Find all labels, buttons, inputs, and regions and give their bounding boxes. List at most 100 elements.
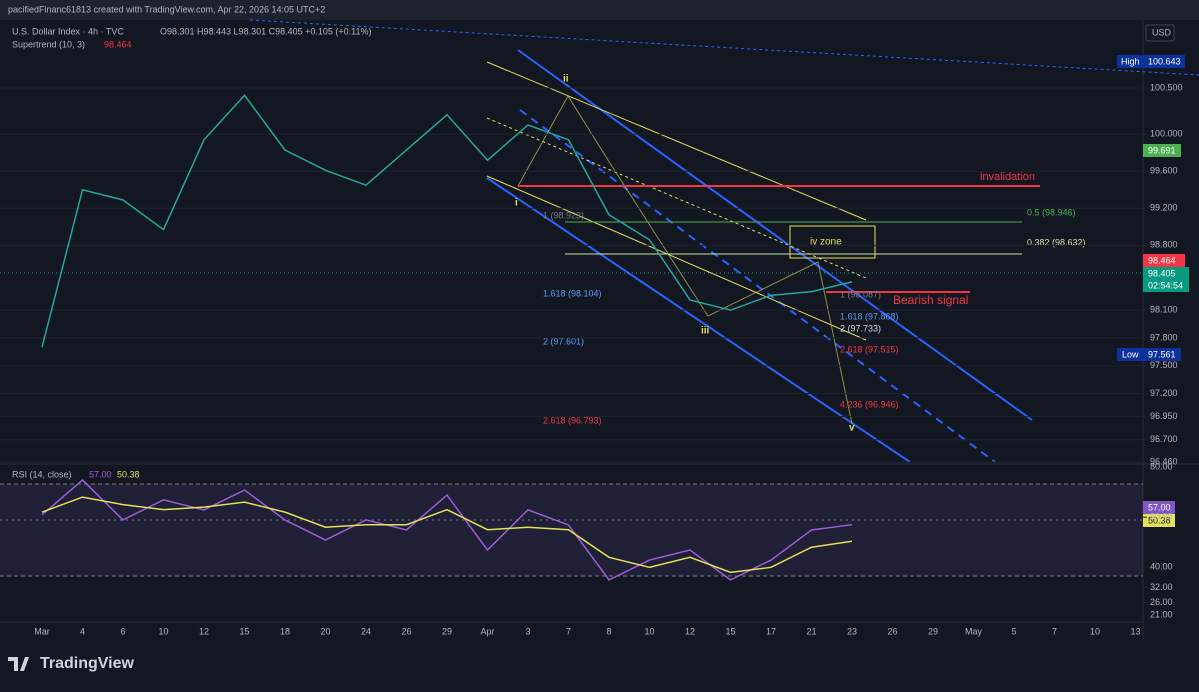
y-tick-label: 100.500 (1150, 82, 1183, 92)
high-tag (1117, 55, 1143, 68)
x-tick-label: 6 (120, 626, 125, 636)
channel-top (517, 49, 1033, 421)
rsi-title: RSI (14, close) (12, 469, 72, 479)
mid-value: 99.691 (1148, 145, 1176, 155)
last-value: 98.405 (1148, 268, 1176, 278)
wave-label: v (849, 423, 855, 434)
x-tick-label: 10 (1090, 626, 1100, 636)
wedge-mid (486, 117, 867, 279)
y-tick-label: 26.00 (1150, 597, 1173, 607)
fib-label: 1.618 (98.104) (543, 288, 602, 298)
mid-tag (1143, 144, 1181, 157)
x-tick-label: 10 (158, 626, 168, 636)
high-tag (1143, 55, 1185, 68)
x-tick-label: 21 (806, 626, 816, 636)
annotation: iv zone (810, 237, 842, 248)
x-tick-label: Mar (34, 626, 50, 636)
wave-label: i (515, 198, 518, 209)
trend-line (249, 19, 1199, 76)
x-tick-label: 12 (685, 626, 695, 636)
y-tick-label: 80.00 (1150, 461, 1173, 471)
x-tick-label: 26 (887, 626, 897, 636)
channel-mid (519, 109, 996, 463)
y-tick-label: 21.00 (1150, 609, 1173, 619)
fib-label: 0.5 (98.946) (1027, 207, 1076, 217)
iv-zone-box (789, 225, 876, 259)
x-tick-label: 15 (239, 626, 249, 636)
x-tick-label: 7 (566, 626, 571, 636)
fib-label: 1 (98.923) (543, 210, 584, 220)
supertrend-tag (1143, 254, 1185, 267)
x-tick-label: 5 (1011, 626, 1016, 636)
logo-icon (8, 657, 29, 671)
y-tick-label: 99.200 (1150, 203, 1178, 213)
y-tick-label: 96.460 (1150, 456, 1178, 466)
x-tick-label: 20 (320, 626, 330, 636)
fib-label: 2.618 (96.793) (543, 415, 602, 425)
fib-label: 4.236 (96.946) (840, 399, 899, 409)
countdown: 02:54:54 (1148, 280, 1183, 290)
y-tick-label: 60.00 (1150, 512, 1173, 522)
x-tick-label: 8 (606, 626, 611, 636)
rsi-ma-tag-value: 50.38 (1148, 515, 1171, 525)
fib-label: 0.382 (98.632) (1027, 237, 1086, 247)
y-tick-label: 97.800 (1150, 332, 1178, 342)
x-tick-label: 15 (725, 626, 735, 636)
series-line (41, 479, 853, 581)
rsi-value: 57.00 (89, 469, 112, 479)
x-tick-label: May (965, 626, 983, 636)
x-tick-label: 4 (80, 626, 85, 636)
rsi-tag (1143, 501, 1175, 514)
x-tick-label: 13 (1130, 626, 1140, 636)
supertrend-value: 98.464 (1148, 255, 1176, 265)
currency: USD (1152, 27, 1172, 37)
high-label: High (1121, 56, 1140, 66)
x-tick-label: 10 (644, 626, 654, 636)
currency-box (1145, 24, 1175, 42)
rsi-tag-value: 57.00 (1148, 502, 1171, 512)
y-tick-label: 32.00 (1150, 582, 1173, 592)
x-tick-label: 7 (1052, 626, 1057, 636)
x-tick-label: 24 (361, 626, 371, 636)
series-line (41, 496, 853, 574)
x-tick-label: Apr (480, 626, 494, 636)
y-tick-label: 98.100 (1150, 305, 1178, 315)
ohlc: O98.301 H98.443 L98.301 C98.405 +0.105 (… (160, 26, 372, 36)
symbol: U.S. Dollar Index · 4h · TVC (12, 26, 124, 36)
y-tick-label: 99.600 (1150, 166, 1178, 176)
y-tick-label: 96.700 (1150, 434, 1178, 444)
credit: pacifiedFinanc61813 created with Trading… (8, 4, 325, 14)
channel-bottom (486, 177, 911, 463)
low-value: 97.561 (1148, 349, 1176, 359)
low-tag (1143, 348, 1181, 361)
y-tick-label: 98.800 (1150, 240, 1178, 250)
low-tag (1117, 348, 1143, 361)
x-tick-label: 18 (280, 626, 290, 636)
rsi-ma-value: 50.38 (117, 469, 140, 479)
x-tick-label: 23 (847, 626, 857, 636)
header-bar (0, 0, 1199, 20)
x-tick-label: 3 (525, 626, 530, 636)
fib-label: 2 (97.601) (543, 336, 584, 346)
annotation: invalidation (980, 171, 1035, 183)
fib-label: 1.618 (97.868) (840, 311, 899, 321)
wave-label: iii (701, 326, 710, 337)
y-tick-label: 97.500 (1150, 360, 1178, 370)
indicator: Supertrend (10, 3) (12, 39, 85, 49)
wedge-bottom (486, 175, 867, 341)
x-tick-label: 17 (766, 626, 776, 636)
wave-label: ii (563, 74, 569, 85)
x-tick-label: 29 (928, 626, 938, 636)
y-tick-label: 100.000 (1150, 129, 1183, 139)
x-tick-label: 29 (442, 626, 452, 636)
series-line (41, 94, 853, 348)
y-tick-label: 97.200 (1150, 388, 1178, 398)
annotation: Bearish signal (893, 293, 968, 307)
y-tick-label: 96.950 (1150, 411, 1178, 421)
last-tag (1143, 267, 1189, 292)
y-tick-label: 40.00 (1150, 562, 1173, 572)
high-value: 100.643 (1148, 56, 1181, 66)
fib-label: 1 (98.087) (840, 289, 881, 299)
fib-label: 2.618 (97.515) (840, 344, 899, 354)
